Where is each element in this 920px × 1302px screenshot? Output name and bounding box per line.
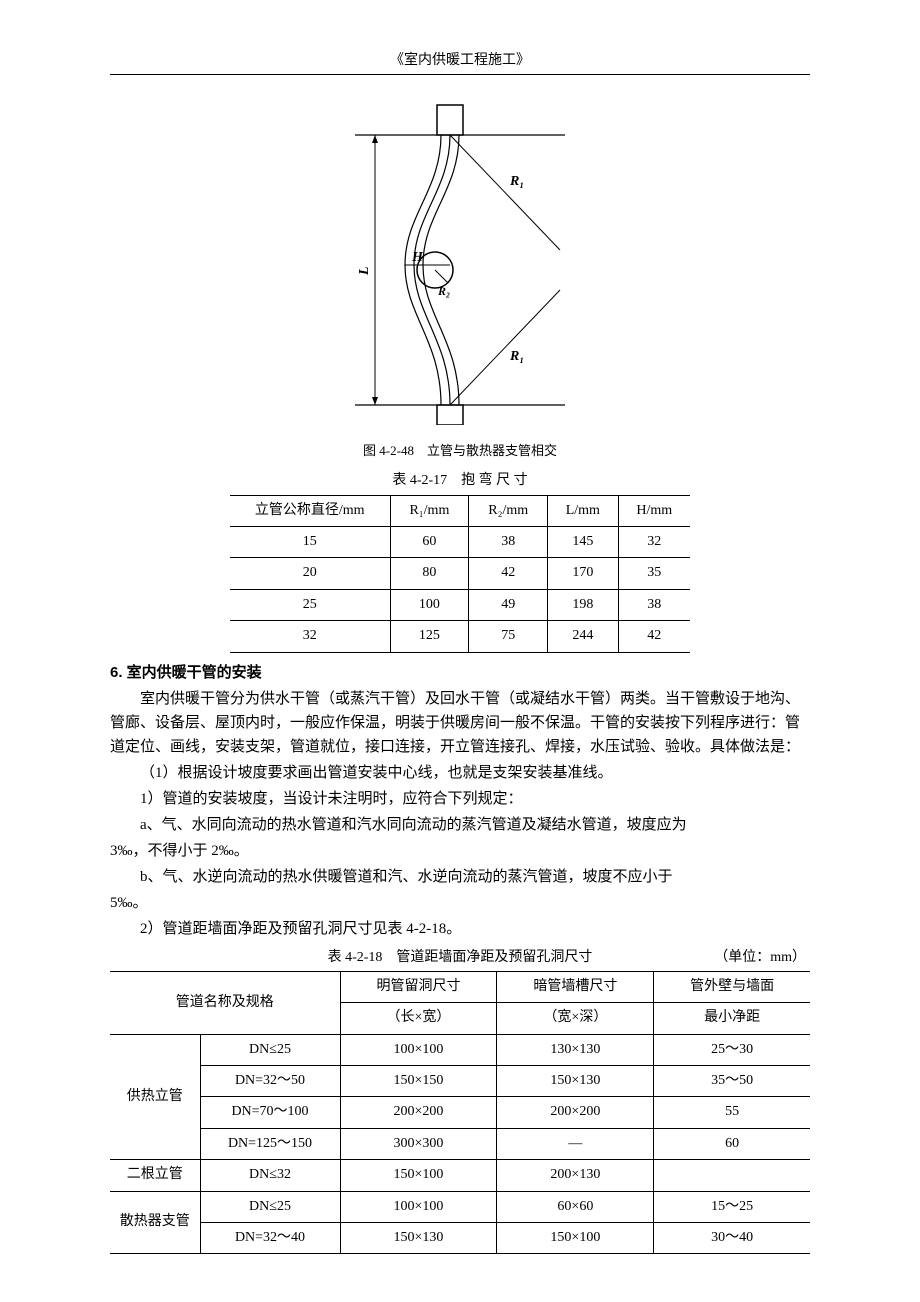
t2c: 35～50 [654,1066,810,1097]
t2-h2b: （长×宽） [340,1003,497,1034]
t2c: 200×200 [497,1097,654,1128]
section-heading: 6. 室内供暖干管的安装 [110,661,810,685]
para-5b: 5‰。 [110,891,810,915]
figure-caption: 图 4-2-48 立管与散热器支管相交 [110,441,810,462]
t1-h1: R₁/mm [390,495,469,526]
t1c: 32 [230,621,390,652]
para-1: 室内供暖干管分为供水干管（或蒸汽干管）及回水干管（或凝结水干管）两类。当干管敷设… [110,687,810,759]
label-h: H [411,250,424,265]
para-3: 1）管道的安装坡度，当设计未注明时，应符合下列规定： [110,787,810,811]
t2c: 150×130 [497,1066,654,1097]
t1c: 35 [618,558,690,589]
t2c: 100×100 [340,1191,497,1222]
label-r1: R₁ [509,174,524,189]
t2c: DN≤25 [200,1034,340,1065]
t1-h3: L/mm [548,495,618,526]
t2-h3b: （宽×深） [497,1003,654,1034]
para-4a: a、气、水同向流动的热水管道和汽水同向流动的蒸汽管道及凝结水管道，坡度应为 [110,813,810,837]
t1c: 15 [230,526,390,557]
label-l: L [357,267,372,277]
t2c: 200×200 [340,1097,497,1128]
t1c: 244 [548,621,618,652]
t2c: DN=32～40 [200,1223,340,1254]
t2c: 130×130 [497,1034,654,1065]
para-4b: 3‰，不得小于 2‰。 [110,839,810,863]
t1c: 75 [469,621,548,652]
para-2: （1）根据设计坡度要求画出管道安装中心线，也就是支架安装基准线。 [110,761,810,785]
t1c: 42 [469,558,548,589]
t1c: 42 [618,621,690,652]
t2c: 150×100 [340,1160,497,1191]
t2-name-0: 供热立管 [110,1034,200,1160]
t2-h4b: 最小净距 [654,1003,810,1034]
t2c: 60×60 [497,1191,654,1222]
t2c: 300×300 [340,1128,497,1159]
t2c: 55 [654,1097,810,1128]
t1-h0: 立管公称直径/mm [230,495,390,526]
t1c: 170 [548,558,618,589]
pipe-bend-diagram-svg: R₁ R₁ R₂ H L [345,95,575,425]
t1-h2: R₂/mm [469,495,548,526]
t2c: DN=70～100 [200,1097,340,1128]
para-6: 2）管道距墙面净距及预留孔洞尺寸见表 4-2-18。 [110,917,810,941]
t2c [654,1160,810,1191]
t2c: DN=125～150 [200,1128,340,1159]
page-header-title: 《室内供暖工程施工》 [110,50,810,72]
t1-h4: H/mm [618,495,690,526]
t2-h2a: 明管留洞尺寸 [340,971,497,1002]
t2c: 100×100 [340,1034,497,1065]
t2c: 150×100 [497,1223,654,1254]
t2c: 60 [654,1128,810,1159]
figure-diagram: R₁ R₁ R₂ H L 图 4-2-48 立管与散热器支管相交 [110,95,810,462]
t2-name-5: 散热器支管 [110,1191,200,1254]
t1c: 25 [230,589,390,620]
table2-caption-row: 表 4-2-18 管道距墙面净距及预留孔洞尺寸 （单位：mm） [110,947,810,969]
t2c: 30～40 [654,1223,810,1254]
label-r1b: R₁ [509,349,524,364]
t2c: 150×150 [340,1066,497,1097]
table2-caption: 表 4-2-18 管道距墙面净距及预留孔洞尺寸 [287,947,633,969]
t2-h4a: 管外壁与墙面 [654,971,810,1002]
t2-h1: 管道名称及规格 [110,971,340,1034]
table-wall-distance: 管道名称及规格 明管留洞尺寸 暗管墙槽尺寸 管外壁与墙面 （长×宽） （宽×深）… [110,971,810,1255]
t1c: 80 [390,558,469,589]
table2-unit: （单位：mm） [633,947,806,969]
t2c: DN≤32 [200,1160,340,1191]
t1c: 38 [469,526,548,557]
t2c: 150×130 [340,1223,497,1254]
t1c: 145 [548,526,618,557]
table-bend-dimensions: 立管公称直径/mm R₁/mm R₂/mm L/mm H/mm 15603814… [230,495,690,653]
t1c: 38 [618,589,690,620]
header-rule [110,74,810,75]
label-r2: R₂ [437,284,450,298]
t2c: 200×130 [497,1160,654,1191]
table1-caption: 表 4-2-17 抱 弯 尺 寸 [110,470,810,492]
t2c: DN=32～50 [200,1066,340,1097]
t2c: — [497,1128,654,1159]
t1c: 49 [469,589,548,620]
t2c: DN≤25 [200,1191,340,1222]
t2-name-4: 二根立管 [110,1160,200,1191]
t1c: 198 [548,589,618,620]
para-5a: b、气、水逆向流动的热水供暖管道和汽、水逆向流动的蒸汽管道，坡度不应小于 [110,865,810,889]
t1c: 32 [618,526,690,557]
t2c: 15～25 [654,1191,810,1222]
t1c: 125 [390,621,469,652]
t1c: 100 [390,589,469,620]
t2-h3a: 暗管墙槽尺寸 [497,971,654,1002]
t2c: 25～30 [654,1034,810,1065]
t1c: 20 [230,558,390,589]
t1c: 60 [390,526,469,557]
